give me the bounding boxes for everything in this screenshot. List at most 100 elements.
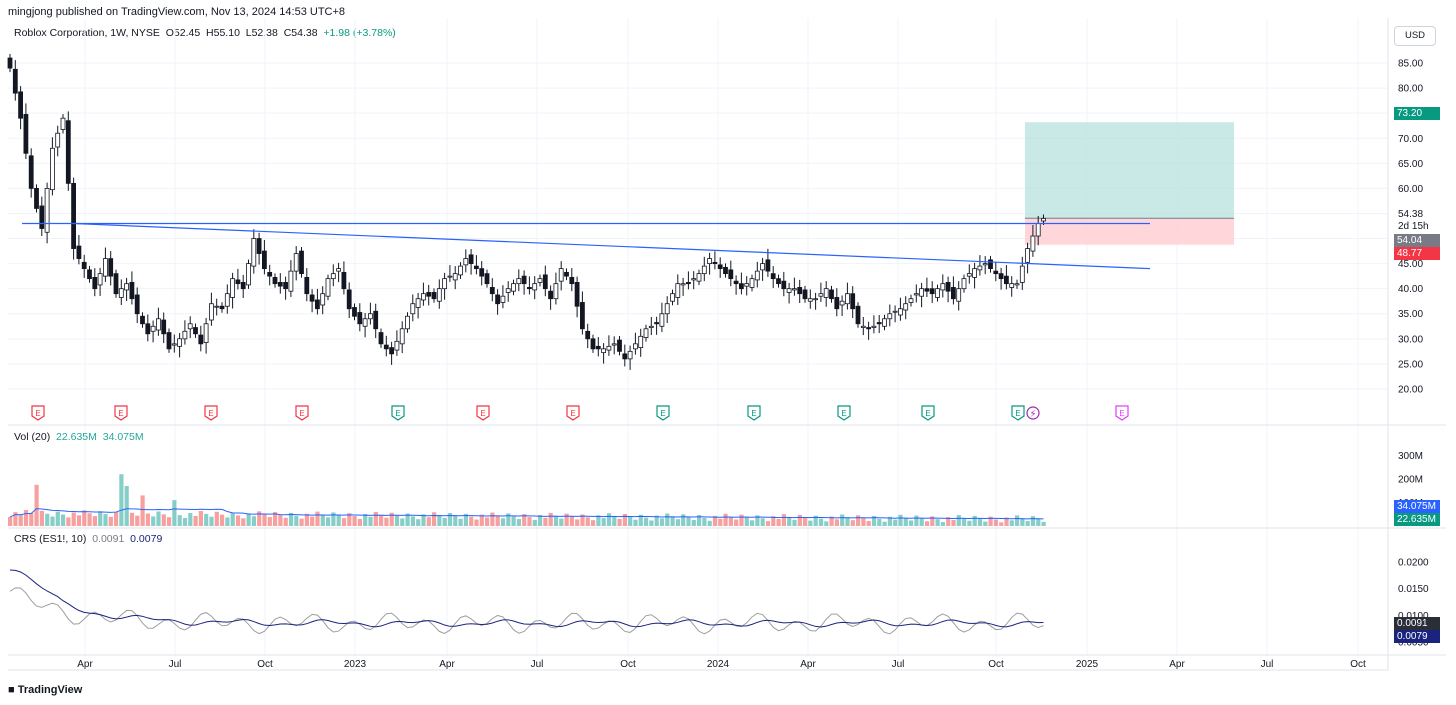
candle: [44, 182, 50, 244]
candle: [224, 284, 230, 314]
volume-bar: [18, 514, 23, 526]
earnings-marker: ⚡: [1026, 406, 1040, 420]
volume-bar: [681, 514, 686, 526]
earnings-marker: E: [1115, 405, 1129, 421]
candle: [87, 265, 92, 283]
candle: [7, 54, 13, 73]
crs-label: CRS (ES1!, 10): [14, 533, 87, 545]
candle: [919, 282, 924, 308]
target-zone: [1025, 122, 1234, 219]
candle: [972, 262, 977, 289]
svg-text:⚡: ⚡: [1029, 409, 1036, 420]
volume-bar: [331, 512, 336, 526]
volume-bar: [410, 516, 415, 526]
candle: [442, 272, 448, 300]
volume-bar: [765, 521, 771, 526]
svg-text:E: E: [660, 409, 665, 418]
candle: [961, 274, 967, 293]
volume-bar: [924, 521, 930, 526]
crs-line: [9, 587, 1044, 635]
currency-button[interactable]: USD: [1394, 26, 1436, 46]
volume-bar: [230, 512, 235, 526]
candle: [251, 229, 257, 274]
candle: [219, 302, 225, 313]
candle: [484, 269, 490, 288]
volume-bar: [808, 520, 813, 526]
price-tick-label: 20.00: [1398, 384, 1423, 395]
candle: [124, 277, 129, 301]
volume-label: Vol (20): [14, 431, 51, 443]
time-tick-label: Oct: [257, 659, 273, 670]
ohlc-high: H55.10: [206, 27, 240, 39]
volume-bar: [723, 513, 728, 526]
candle: [521, 270, 527, 295]
svg-text:E: E: [570, 409, 575, 418]
volume-bar: [638, 514, 643, 526]
volume-bar: [384, 517, 389, 526]
volume-bar: [728, 516, 733, 526]
symbol-name: Roblox Corporation, 1W, NYSE: [14, 27, 160, 39]
volume-bar: [506, 513, 511, 526]
volume-bar: [135, 515, 140, 526]
time-tick-label: Apr: [77, 659, 93, 670]
volume-bar: [988, 516, 993, 526]
time-tick-label: Jul: [531, 659, 544, 670]
volume-bar: [490, 512, 495, 526]
brand-name: TradingView: [17, 684, 83, 696]
volume-bar: [1004, 517, 1009, 526]
volume-bar: [781, 514, 786, 526]
volume-bar: [750, 520, 755, 526]
candle: [182, 320, 188, 345]
candle: [951, 276, 956, 305]
price-tick-label: 65.00: [1398, 159, 1423, 170]
candle: [982, 256, 988, 275]
candle: [256, 232, 262, 265]
volume-bar: [1015, 515, 1020, 526]
volume-bar: [479, 514, 484, 526]
candle: [378, 328, 384, 348]
volume-bar: [871, 516, 877, 526]
candle: [473, 255, 479, 275]
candle: [786, 282, 792, 304]
volume-bar: [516, 519, 521, 526]
candle: [511, 279, 516, 296]
volume-bar: [71, 512, 76, 526]
stop-price-tag: 48.77: [1394, 247, 1440, 260]
candle: [940, 274, 946, 298]
svg-text:E: E: [35, 409, 40, 418]
bar-countdown: 2d 15h: [1398, 221, 1429, 232]
candle: [171, 334, 177, 353]
volume-bar: [485, 517, 490, 526]
price-tick-label: 40.00: [1398, 284, 1423, 295]
candle: [103, 247, 108, 282]
volume-bar: [29, 512, 34, 526]
candle: [261, 240, 267, 275]
candle: [1009, 276, 1015, 297]
price-tick-label: 35.00: [1398, 309, 1423, 320]
crs-tag: 0.0091: [1394, 617, 1440, 630]
candle: [187, 316, 193, 339]
volume-bar: [824, 521, 829, 526]
time-tick-label: Apr: [800, 659, 816, 670]
volume-bar: [421, 514, 426, 526]
candle: [792, 277, 797, 296]
volume-bar: [251, 516, 256, 526]
volume-bar: [527, 517, 532, 526]
candle: [643, 324, 649, 342]
candle: [850, 286, 856, 319]
candle: [601, 343, 606, 364]
volume-bar: [606, 513, 612, 526]
volume-bar: [437, 515, 442, 526]
volume-bar: [691, 519, 696, 526]
volume-bar: [278, 514, 283, 526]
candle: [394, 330, 400, 356]
candle: [558, 261, 564, 291]
candle: [431, 288, 437, 303]
time-tick-label: Apr: [439, 659, 455, 670]
candle: [283, 276, 289, 300]
candle: [208, 292, 214, 326]
candle: [108, 251, 114, 286]
candle: [723, 263, 728, 278]
volume-bar: [702, 517, 707, 526]
